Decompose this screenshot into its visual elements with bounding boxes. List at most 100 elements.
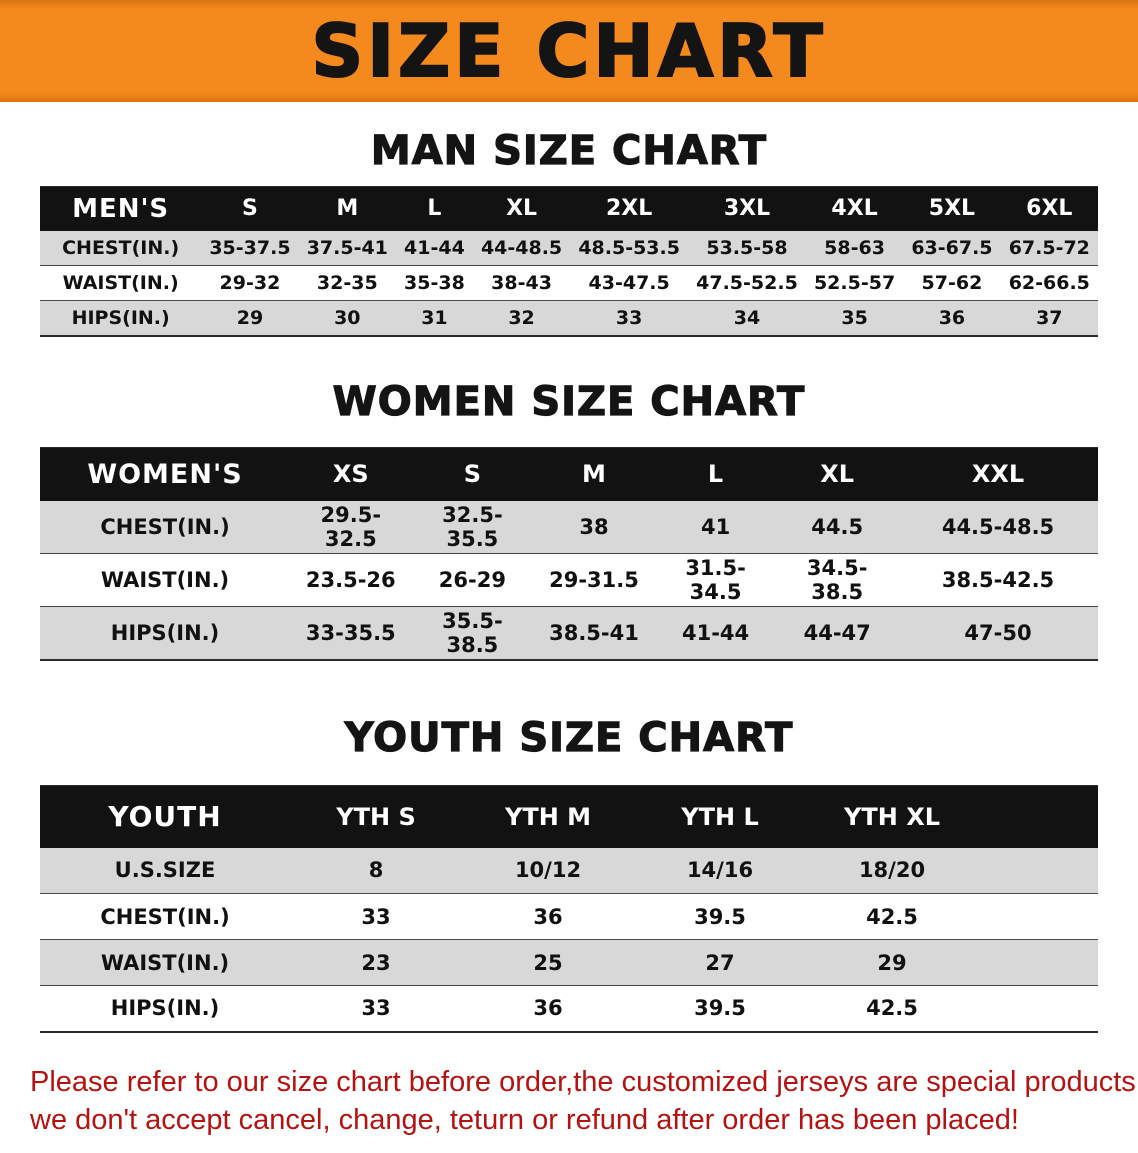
size-header-cell: XXL bbox=[898, 447, 1098, 501]
value-cell: 34.5-38.5 bbox=[776, 554, 898, 607]
value-cell: 42.5 bbox=[806, 894, 978, 940]
value-cell: 44-47 bbox=[776, 607, 898, 661]
row-label-cell: WAIST(IN.) bbox=[40, 266, 201, 301]
value-cell bbox=[978, 894, 1098, 940]
value-cell: 41-44 bbox=[396, 231, 473, 266]
value-cell: 63-67.5 bbox=[903, 231, 1000, 266]
value-cell: 27 bbox=[634, 940, 806, 986]
value-cell: 10/12 bbox=[462, 848, 634, 894]
size-header-cell: YTH S bbox=[290, 786, 462, 848]
value-cell: 31.5-34.5 bbox=[655, 554, 777, 607]
row-label-cell: U.S.SIZE bbox=[40, 848, 290, 894]
value-cell: 37.5-41 bbox=[299, 231, 396, 266]
value-cell: 43-47.5 bbox=[570, 266, 688, 301]
value-cell: 53.5-58 bbox=[688, 231, 806, 266]
size-header-cell: M bbox=[299, 187, 396, 231]
value-cell: 36 bbox=[903, 301, 1000, 336]
value-cell: 36 bbox=[462, 986, 634, 1032]
value-cell: 57-62 bbox=[903, 266, 1000, 301]
value-cell: 38.5-41 bbox=[533, 607, 655, 661]
size-header-cell: YTH L bbox=[634, 786, 806, 848]
size-header-cell: S bbox=[201, 187, 298, 231]
table-title-cell: YOUTH bbox=[40, 786, 290, 848]
value-cell: 38-43 bbox=[473, 266, 570, 301]
value-cell: 47-50 bbox=[898, 607, 1098, 661]
value-cell: 29-32 bbox=[201, 266, 298, 301]
row-label-cell: CHEST(IN.) bbox=[40, 894, 290, 940]
row-label-cell: CHEST(IN.) bbox=[40, 501, 290, 554]
table-title-cell: WOMEN'S bbox=[40, 447, 290, 501]
value-cell: 23.5-26 bbox=[290, 554, 412, 607]
size-header-cell: XS bbox=[290, 447, 412, 501]
women-chart-heading: WOMEN SIZE CHART bbox=[0, 379, 1138, 425]
value-cell: 36 bbox=[462, 894, 634, 940]
value-cell: 35.5-38.5 bbox=[412, 607, 534, 661]
value-cell: 41 bbox=[655, 501, 777, 554]
value-cell: 62-66.5 bbox=[1001, 266, 1098, 301]
size-chart-banner: SIZE CHART bbox=[0, 0, 1138, 102]
value-cell bbox=[978, 848, 1098, 894]
value-cell: 41-44 bbox=[655, 607, 777, 661]
value-cell: 32.5-35.5 bbox=[412, 501, 534, 554]
disclaimer-line-1: Please refer to our size chart before or… bbox=[30, 1063, 1108, 1101]
row-label-cell: WAIST(IN.) bbox=[40, 554, 290, 607]
size-header-cell bbox=[978, 786, 1098, 848]
value-cell: 29-31.5 bbox=[533, 554, 655, 607]
value-cell: 44-48.5 bbox=[473, 231, 570, 266]
value-cell: 38.5-42.5 bbox=[898, 554, 1098, 607]
value-cell: 38 bbox=[533, 501, 655, 554]
value-cell: 35 bbox=[806, 301, 903, 336]
size-header-cell: S bbox=[412, 447, 534, 501]
size-header-cell: YTH XL bbox=[806, 786, 978, 848]
size-header-cell: XL bbox=[473, 187, 570, 231]
value-cell: 35-37.5 bbox=[201, 231, 298, 266]
value-cell bbox=[978, 940, 1098, 986]
value-cell: 34 bbox=[688, 301, 806, 336]
size-header-cell: M bbox=[533, 447, 655, 501]
size-header-cell: L bbox=[396, 187, 473, 231]
value-cell: 39.5 bbox=[634, 986, 806, 1032]
row-label-cell: HIPS(IN.) bbox=[40, 607, 290, 661]
table-title-cell: MEN'S bbox=[40, 187, 201, 231]
disclaimer-line-2: we don't accept cancel, change, teturn o… bbox=[30, 1101, 1108, 1139]
value-cell: 25 bbox=[462, 940, 634, 986]
value-cell: 29 bbox=[201, 301, 298, 336]
value-cell: 37 bbox=[1001, 301, 1098, 336]
size-header-cell: 2XL bbox=[570, 187, 688, 231]
value-cell: 35-38 bbox=[396, 266, 473, 301]
value-cell: 30 bbox=[299, 301, 396, 336]
row-label-cell: CHEST(IN.) bbox=[40, 231, 201, 266]
value-cell: 23 bbox=[290, 940, 462, 986]
value-cell: 33-35.5 bbox=[290, 607, 412, 661]
disclaimer-note: Please refer to our size chart before or… bbox=[0, 1063, 1138, 1153]
value-cell: 44.5 bbox=[776, 501, 898, 554]
value-cell: 33 bbox=[290, 986, 462, 1032]
size-header-cell: 4XL bbox=[806, 187, 903, 231]
size-header-cell: L bbox=[655, 447, 777, 501]
size-header-cell: 6XL bbox=[1001, 187, 1098, 231]
value-cell: 18/20 bbox=[806, 848, 978, 894]
size-header-cell: XL bbox=[776, 447, 898, 501]
size-header-cell: YTH M bbox=[462, 786, 634, 848]
value-cell bbox=[978, 986, 1098, 1032]
value-cell: 48.5-53.5 bbox=[570, 231, 688, 266]
value-cell: 58-63 bbox=[806, 231, 903, 266]
